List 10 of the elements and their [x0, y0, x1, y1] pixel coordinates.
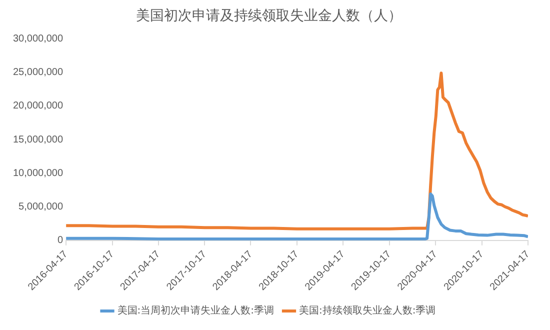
chart-title: 美国初次申请及持续领取失业金人数（人）: [136, 8, 402, 24]
legend-label: 美国:当周初次申请失业金人数:季调: [117, 304, 274, 317]
legend-label: 美国:持续领取失业金人数:季调: [299, 304, 436, 317]
y-tick-label: 0: [57, 235, 64, 246]
y-tick-label: 10,000,000: [12, 168, 64, 179]
y-tick-label: 30,000,000: [12, 34, 64, 45]
y-tick-label: 25,000,000: [12, 67, 64, 78]
y-tick-label: 5,000,000: [18, 202, 64, 213]
y-tick-label: 15,000,000: [12, 134, 64, 146]
y-tick-label: 20,000,000: [12, 100, 64, 112]
